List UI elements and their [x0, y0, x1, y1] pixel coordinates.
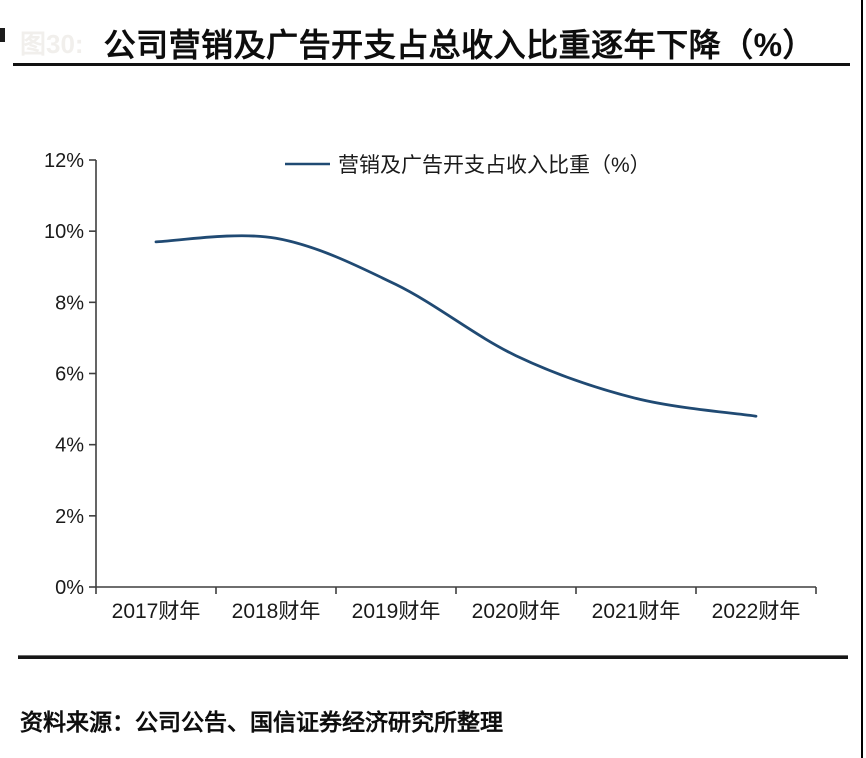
data-source-note: 资料来源：公司公告、国信证券经济研究所整理: [20, 709, 503, 735]
left-edge-artifact-mark: [0, 28, 5, 42]
y-tick-label: 10%: [44, 221, 84, 243]
figure-number-ghost-label: 图30:: [20, 29, 84, 59]
y-tick-label: 0%: [55, 577, 84, 599]
y-tick-label: 12%: [44, 150, 84, 172]
x-tick-label: 2018财年: [232, 600, 321, 623]
y-tick-label: 2%: [55, 506, 84, 528]
x-tick-label: 2017财年: [112, 600, 201, 623]
page-right-border: [861, 0, 863, 758]
x-tick-label: 2022财年: [712, 600, 801, 623]
figure-header: 图30: 公司营销及广告开支占总收入比重逐年下降（%）: [0, 20, 866, 66]
chart-title: 公司营销及广告开支占总收入比重逐年下降（%）: [103, 27, 816, 63]
chart-area: 营销及广告开支占收入比重（%） 0% 2% 4% 6% 8% 10% 12% 2017财年 201…: [0, 120, 866, 640]
title-underline-rule: [13, 63, 850, 66]
x-tick-label: 2021财年: [592, 600, 681, 623]
series-line-marketing-expense-ratio: [154, 234, 758, 418]
x-tick-label: 2020财年: [472, 600, 561, 623]
footer-divider-rule: [18, 655, 848, 659]
y-tick-label: 8%: [55, 292, 84, 314]
legend-label: 营销及广告开支占收入比重（%）: [338, 154, 651, 177]
y-tick-label: 4%: [55, 435, 84, 457]
line-chart: 营销及广告开支占收入比重（%） 0% 2% 4% 6% 8% 10% 12% 2017财年 201…: [44, 150, 817, 623]
x-tick-label: 2019财年: [352, 600, 441, 623]
y-tick-label: 6%: [55, 364, 84, 386]
